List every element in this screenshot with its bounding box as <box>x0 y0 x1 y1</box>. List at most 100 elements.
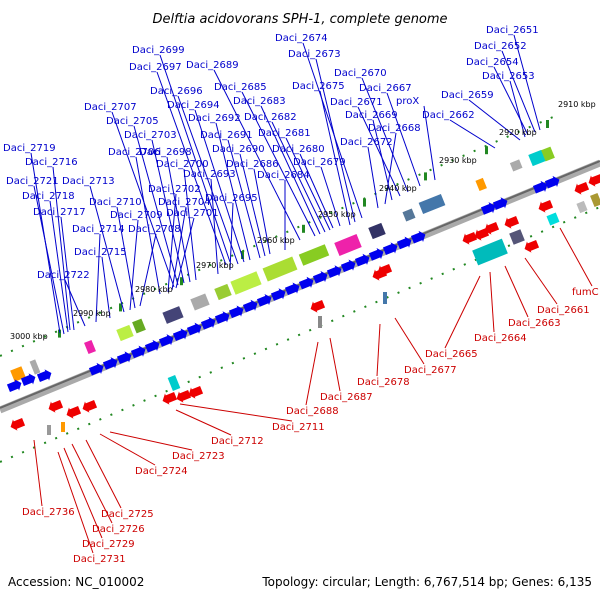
forward-gene-label: Daci_2680 <box>272 144 325 155</box>
forward-gene-label: Daci_2686 <box>226 159 279 170</box>
leader-line <box>315 58 356 223</box>
tick-label: 2940 kbp <box>379 184 417 193</box>
forward-gene-arrow <box>20 373 36 386</box>
forward-gene-label: Daci_2654 <box>466 57 519 68</box>
tick-label: 2980 kbp <box>135 285 173 294</box>
tick-marks <box>58 120 549 338</box>
forward-gene-label: Daci_2700 <box>156 159 209 170</box>
leader-line <box>101 256 111 319</box>
leader-line <box>302 42 363 219</box>
forward-gene-arrow <box>186 322 202 336</box>
forward-gene-label: Daci_2681 <box>258 128 311 139</box>
leader-line <box>167 193 177 293</box>
forward-gene-label: Daci_2692 <box>188 113 241 124</box>
leader-line <box>175 217 195 289</box>
forward-gene-label: Daci_2682 <box>244 112 297 123</box>
reverse-gene-label: Daci_2678 <box>357 377 410 388</box>
forward-gene-arrow <box>200 316 216 330</box>
forward-gene-label: Daci_2698 <box>139 147 192 158</box>
forward-gene-label: Daci_2662 <box>422 110 475 121</box>
forward-gene-label: Daci_2684 <box>257 170 310 181</box>
reverse-gene-arrow <box>48 400 64 413</box>
forward-gene-arrow <box>172 328 188 342</box>
forward-gene-arrow <box>492 197 508 210</box>
leader-line <box>109 431 193 451</box>
tick-label: 2950 kbp <box>318 210 356 219</box>
forward-gene-label: proX <box>396 96 419 107</box>
leader-line <box>376 323 381 377</box>
forward-gene-label: Daci_2674 <box>275 33 328 44</box>
reverse-gene-label: Daci_2711 <box>272 422 325 433</box>
forward-gene-arrow <box>36 369 52 382</box>
reverse-gene-arrow <box>504 216 520 229</box>
leader-line <box>135 156 161 295</box>
leader-line <box>177 95 239 265</box>
reverse-gene-arrow <box>310 300 326 313</box>
reverse-gene-label: Daci_2736 <box>22 507 75 518</box>
accession-text: Accession: NC_010002 <box>8 575 144 589</box>
forward-gene-arrow <box>544 175 560 189</box>
forward-gene-labels: Daci_2651 Daci_2652 Daci_2654 Daci_2653 Daci… <box>3 25 539 281</box>
leader-line <box>329 337 341 392</box>
forward-gene-label: Daci_2716 <box>25 157 78 168</box>
reverse-gene-arrow <box>377 264 393 277</box>
tick-mark <box>363 198 366 207</box>
leader-line <box>210 178 219 275</box>
leader-line <box>394 317 425 365</box>
reverse-gene-label: Daci_2725 <box>101 509 154 520</box>
forward-gene-arrow <box>410 230 426 244</box>
forward-gene-arrow <box>532 180 548 194</box>
forward-gene-arrow <box>102 357 118 370</box>
reverse-gene-label: Daci_2677 <box>404 365 457 376</box>
leader-line <box>215 122 251 261</box>
forward-gene-label: Daci_2707 <box>84 102 137 113</box>
forward-gene-label: Daci_2673 <box>288 49 341 60</box>
forward-gene-label: Daci_2689 <box>186 60 239 71</box>
reverse-gene-label: Daci_2731 <box>73 554 126 565</box>
leader-line <box>33 439 43 507</box>
forward-gene-label: Daci_2669 <box>345 110 398 121</box>
leader-line <box>213 69 301 241</box>
forward-gene-label: Daci_2651 <box>486 25 539 36</box>
forward-gene-label: Daci_2667 <box>359 83 412 94</box>
forward-gene-arrow <box>354 253 370 267</box>
forward-gene-label: Daci_2706 <box>108 147 161 158</box>
forward-gene-arrow <box>158 334 174 347</box>
leader-line <box>64 279 86 327</box>
leader-line <box>386 92 421 187</box>
leader-line <box>384 132 397 205</box>
forward-gene-label: Daci_2708 <box>128 224 181 235</box>
reverse-gene-arrow <box>574 182 590 195</box>
forward-gene-label: Daci_2705 <box>106 116 159 127</box>
forward-gene-label: Daci_2717 <box>33 207 86 218</box>
leader-line <box>319 90 351 226</box>
forward-gene-label: Daci_2697 <box>129 62 182 73</box>
forward-gene-arrow <box>368 248 384 261</box>
forward-gene-label: Daci_2652 <box>474 41 527 52</box>
forward-gene-arrows <box>6 175 560 392</box>
forward-gene-label: Daci_2685 <box>214 82 267 93</box>
leader-line <box>95 233 101 323</box>
leader-line <box>513 34 541 131</box>
forward-gene-label: Daci_2710 <box>89 197 142 208</box>
forward-gene-arrow <box>396 236 412 250</box>
reverse-gene-label: Daci_2729 <box>82 539 135 550</box>
reverse-gene-label: Daci_2688 <box>286 406 339 417</box>
leader-line <box>524 257 558 305</box>
tick-labels: 2910 kbp 2920 kbp 2930 kbp 2940 kbp 2950… <box>10 100 596 341</box>
leader-line <box>493 66 529 136</box>
leader-line <box>60 216 75 331</box>
tick-label: 2960 kbp <box>257 236 295 245</box>
forward-gene-arrow <box>116 351 132 365</box>
leader-line <box>129 219 139 311</box>
leader-line <box>559 227 593 287</box>
forward-gene-label: Daci_2675 <box>292 81 345 92</box>
leader-line <box>423 105 436 181</box>
tick-label: 2990 kbp <box>73 309 111 318</box>
upper-feature-blocks <box>10 146 555 382</box>
tick-mark <box>241 251 244 259</box>
leader-line <box>179 403 293 422</box>
forward-gene-label: Daci_2719 <box>3 143 56 154</box>
forward-gene-label: Daci_2709 <box>110 210 163 221</box>
